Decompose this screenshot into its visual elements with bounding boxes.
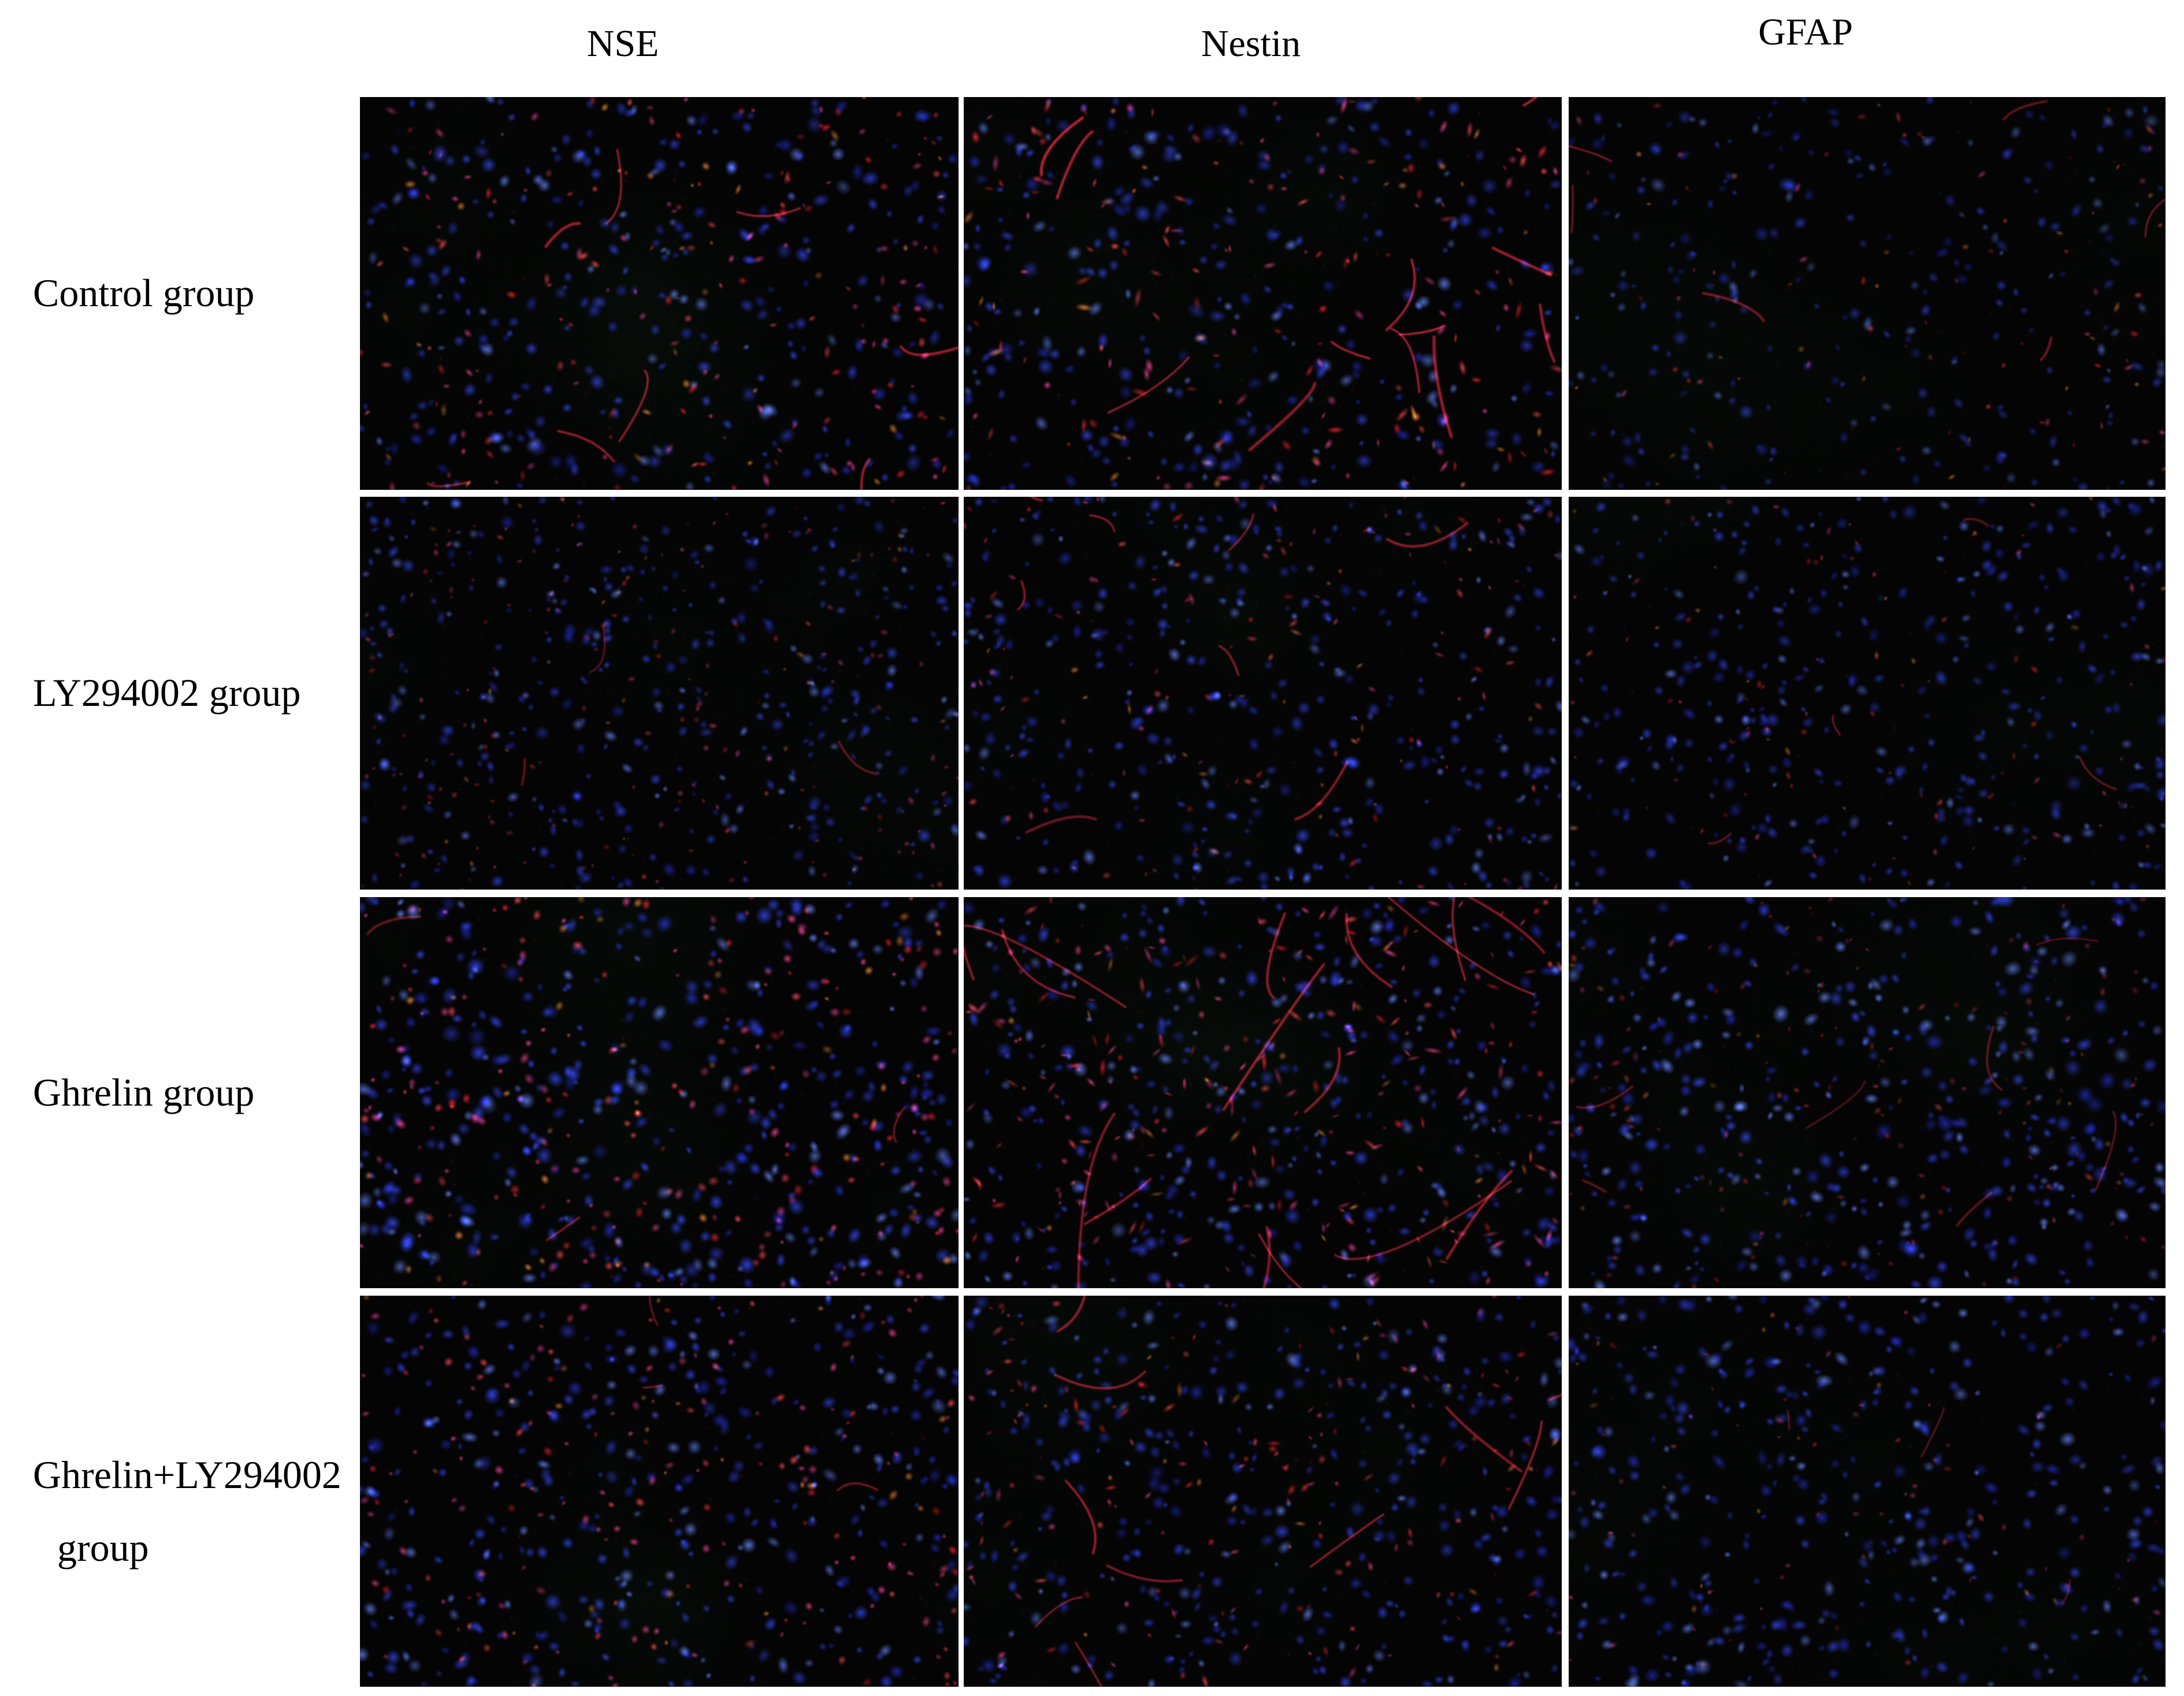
micrograph-cell-ghrelin-nestin — [964, 897, 1562, 1288]
micrograph-cell-ly294002-nse — [360, 497, 959, 890]
row-label-ghrelin-group: Ghrelin group — [0, 897, 360, 1288]
column-header-nestin: Nestin — [1201, 23, 1301, 65]
micrograph-ly294002-nestin — [964, 497, 1562, 890]
micrograph-cell-control-nse — [360, 97, 959, 490]
micrograph-ghrelin-ly294002-gfap — [1569, 1296, 2166, 1687]
micrograph-ly294002-nse — [360, 497, 959, 890]
row-label-ghrelin-ly294002-group-text-line2: group — [57, 1525, 149, 1569]
micrograph-cell-ghrelin-nse — [360, 897, 959, 1288]
row-label-ly294002-group: LY294002 group — [0, 497, 360, 890]
micrograph-cell-control-gfap — [1569, 97, 2166, 490]
row-label-ghrelin-group-text: Ghrelin group — [33, 1070, 255, 1114]
micrograph-cell-control-nestin — [964, 97, 1562, 490]
micrograph-cell-ly294002-nestin — [964, 497, 1562, 890]
micrograph-ghrelin-ly294002-nestin — [964, 1296, 1562, 1687]
micrograph-control-gfap — [1569, 97, 2166, 490]
micrograph-control-nse — [360, 97, 959, 490]
row-label-ghrelin-ly294002-group-text: Ghrelin+LY294002 — [33, 1452, 341, 1497]
micrograph-cell-ghrelin-ly294002-nse — [360, 1296, 959, 1687]
micrograph-cell-ghrelin-ly294002-gfap — [1569, 1296, 2166, 1687]
micrograph-control-nestin — [964, 97, 1562, 490]
column-header-nse: NSE — [586, 23, 659, 65]
micrograph-cell-ghrelin-ly294002-nestin — [964, 1296, 1562, 1687]
micrograph-ghrelin-ly294002-nse — [360, 1296, 959, 1687]
row-label-control-group-text: Control group — [33, 271, 255, 315]
row-label-ghrelin-ly294002-group: Ghrelin+LY294002 group — [0, 1296, 360, 1687]
micrograph-ghrelin-gfap — [1569, 897, 2166, 1288]
column-header-gfap: GFAP — [1758, 11, 1853, 53]
micrograph-cell-ghrelin-gfap — [1569, 897, 2166, 1288]
micrograph-ghrelin-nse — [360, 897, 959, 1288]
micrograph-ghrelin-nestin — [964, 897, 1562, 1288]
row-label-ly294002-group-text: LY294002 group — [33, 671, 301, 715]
micrograph-ly294002-gfap — [1569, 497, 2166, 890]
micrograph-cell-ly294002-gfap — [1569, 497, 2166, 890]
row-label-control-group: Control group — [0, 97, 360, 490]
